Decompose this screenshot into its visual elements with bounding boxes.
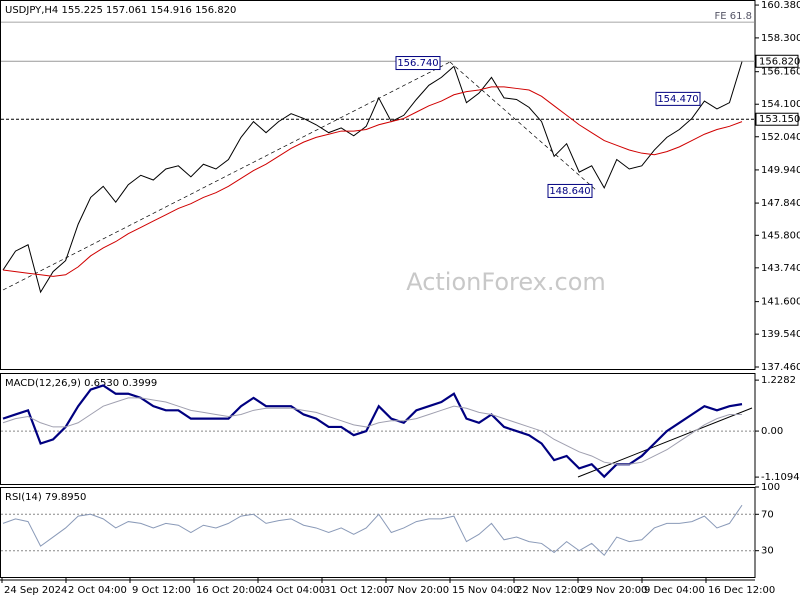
- y-tick-label: 100: [761, 482, 780, 493]
- price-level-label: 153.150: [759, 114, 800, 125]
- annotation-box: [547, 183, 593, 198]
- y-tick-label: 0.00: [761, 426, 783, 437]
- y-tick-label: 156.160: [761, 67, 800, 78]
- y-tick-label: 143.740: [761, 263, 800, 274]
- annotation-box: [395, 56, 441, 71]
- x-tick-label: 9 Dec 04:00: [644, 585, 705, 596]
- watermark: ActionForex.com: [406, 268, 606, 296]
- panel-frame: [0, 487, 756, 578]
- y-tick-label: -1.1094: [761, 472, 800, 483]
- annotation-label: 156.740: [397, 58, 438, 69]
- y-tick-label: 154.100: [761, 99, 800, 110]
- panel-title: MACD(12,26,9) 0.6530 0.3999: [5, 378, 157, 389]
- y-tick-label: 141.600: [761, 297, 800, 308]
- y-tick-label: 1.2282: [761, 375, 796, 386]
- y-tick-label: 160.380: [761, 0, 800, 11]
- series-line: [2, 504, 743, 557]
- y-tick-label: 70: [761, 509, 774, 520]
- y-tick-label: 158.300: [761, 33, 800, 44]
- y-tick-label: 137.460: [761, 362, 800, 373]
- y-tick-label: 152.040: [761, 132, 800, 143]
- x-tick-label: 22 Nov 12:00: [516, 585, 583, 596]
- y-tick-label: 147.840: [761, 198, 800, 209]
- x-tick-label: 16 Oct 20:00: [196, 585, 261, 596]
- series-line: [2, 61, 743, 294]
- annotation-box: [655, 91, 701, 106]
- x-tick-label: 29 Nov 20:00: [580, 585, 647, 596]
- x-tick-label: 15 Nov 04:00: [452, 585, 519, 596]
- macd-trend-line: [577, 407, 753, 478]
- annotation-label: 148.640: [549, 186, 590, 197]
- x-tick-label: 2 Oct 04:00: [68, 585, 127, 596]
- panel-frame: [0, 373, 756, 485]
- panel-frame: [0, 0, 756, 370]
- x-tick-label: 9 Oct 12:00: [132, 585, 191, 596]
- y-tick-label: 145.800: [761, 230, 800, 241]
- price-level-box: [755, 54, 799, 68]
- panel-title: RSI(14) 79.8950: [5, 492, 86, 503]
- panel-title: USDJPY,H4 155.225 157.061 154.916 156.82…: [5, 5, 236, 16]
- x-tick-label: 16 Dec 12:00: [708, 585, 775, 596]
- annotation-label: 154.470: [657, 94, 698, 105]
- x-tick-label: 7 Nov 20:00: [388, 585, 449, 596]
- y-tick-label: 149.940: [761, 165, 800, 176]
- price-level-label: 156.820: [759, 56, 800, 67]
- fe-label: FE 61.8: [714, 11, 752, 22]
- series-line: [2, 86, 743, 277]
- series-line: [2, 397, 742, 465]
- x-tick-label: 31 Oct 12:00: [324, 585, 389, 596]
- x-tick-label: 24 Oct 04:00: [260, 585, 325, 596]
- y-tick-label: 139.540: [761, 329, 800, 340]
- y-tick-label: 30: [761, 546, 774, 557]
- x-tick-label: 24 Sep 2024: [4, 585, 67, 596]
- trend-line: [449, 61, 597, 191]
- price-level-box: [755, 112, 799, 126]
